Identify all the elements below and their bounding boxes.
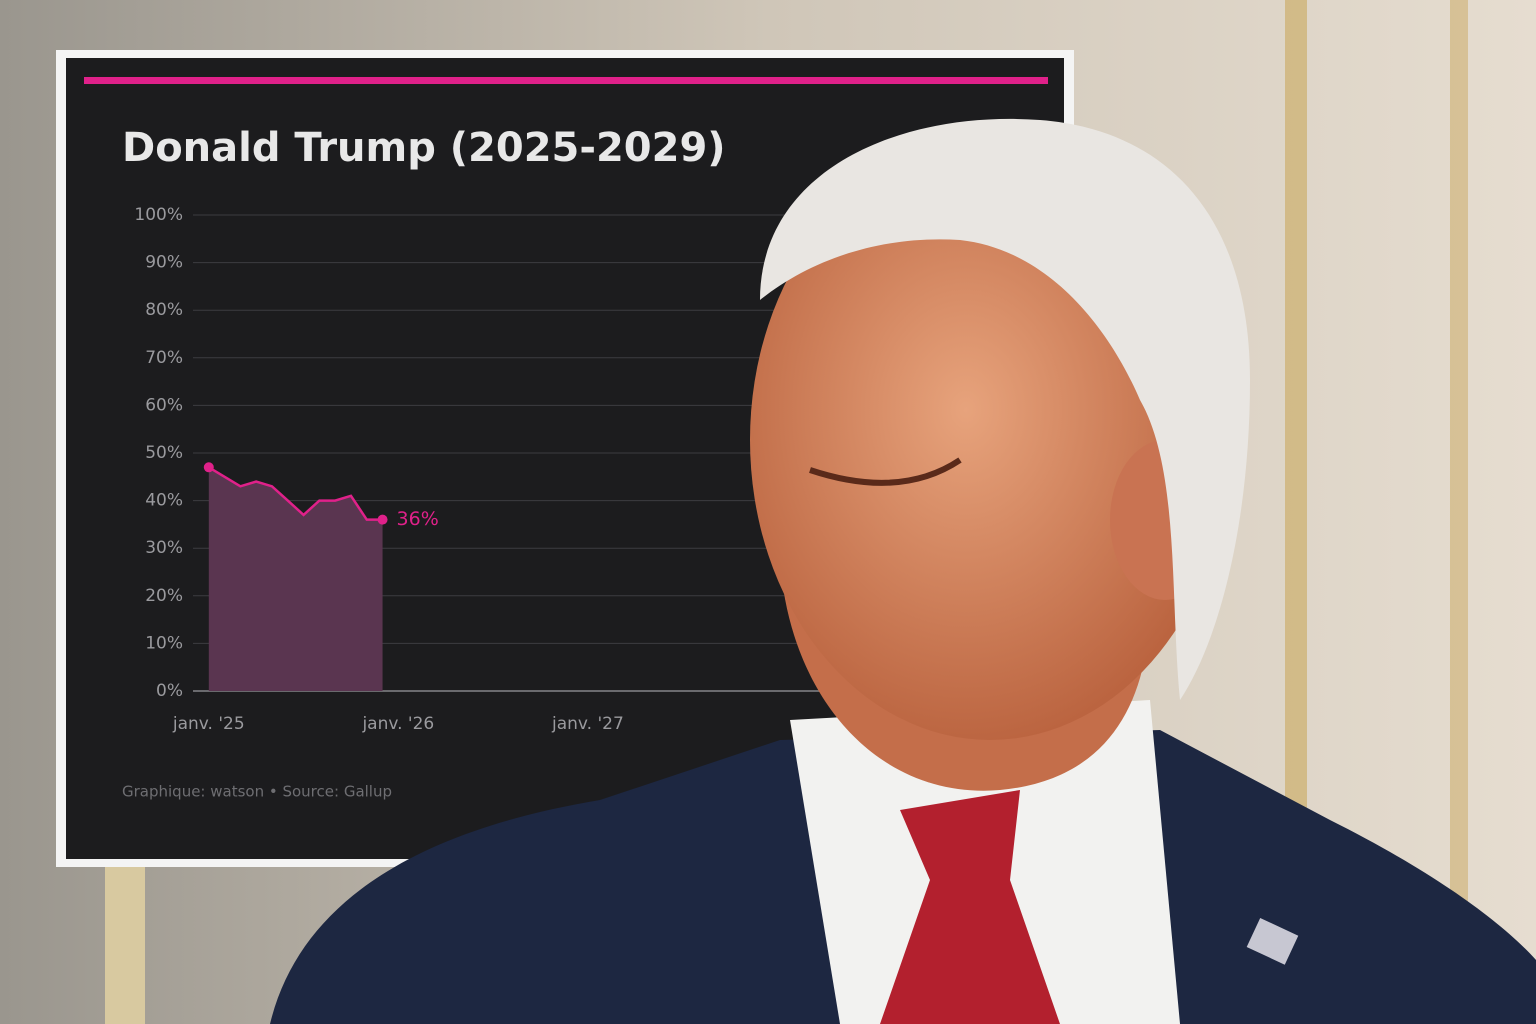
y-tick-label: 60% (145, 395, 183, 415)
tie (880, 790, 1060, 1024)
accent-bar (84, 77, 1048, 84)
pillar (1285, 0, 1307, 1024)
value-label: 36% (397, 508, 439, 530)
y-tick-label: 0% (156, 681, 183, 701)
area (208, 467, 383, 691)
person (270, 118, 1536, 1024)
line (208, 466, 383, 521)
smile (809, 457, 962, 486)
flag-pin (1246, 917, 1299, 965)
y-tick-label: 90% (145, 253, 183, 273)
source: Graphique: watson • Source: Gallup (122, 783, 392, 801)
easel (105, 860, 145, 1024)
y-tick-label: 30% (145, 538, 183, 558)
x-tick-label: janv. '25 (172, 714, 245, 734)
chart-title: Donald Trump (2025-2029) (122, 125, 726, 171)
hair (760, 118, 1250, 700)
point (377, 514, 388, 525)
y-tick-label: 10% (145, 633, 183, 653)
pillar (1450, 0, 1468, 1024)
y-tick-label: 80% (145, 300, 183, 320)
x-tick-label: janv. '26 (361, 714, 434, 734)
point (203, 462, 214, 473)
y-tick-label: 70% (145, 348, 183, 368)
y-tick-label: 100% (134, 205, 183, 225)
chart: Donald Trump (2025-2029) Graphique: wats… (122, 125, 967, 801)
x-tick-label: janv. '27 (551, 714, 624, 734)
y-tick-label: 40% (145, 491, 183, 511)
y-tick-label: 50% (145, 443, 183, 463)
y-tick-label: 20% (145, 586, 183, 606)
